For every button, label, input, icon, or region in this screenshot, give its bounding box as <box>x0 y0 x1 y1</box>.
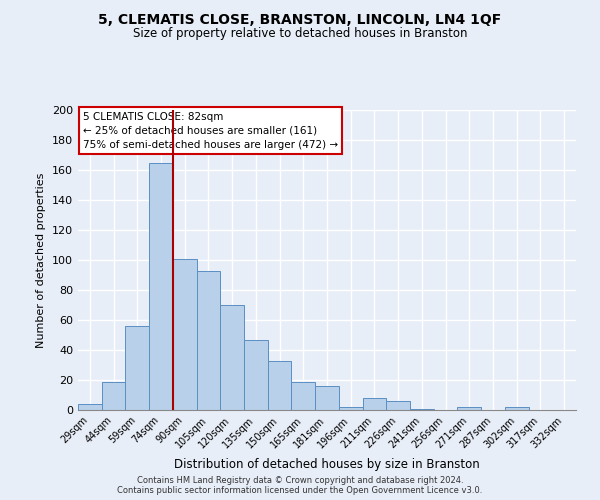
Bar <box>220 305 244 410</box>
Bar <box>125 326 149 410</box>
Bar <box>339 407 362 410</box>
X-axis label: Distribution of detached houses by size in Branston: Distribution of detached houses by size … <box>174 458 480 471</box>
Text: Contains public sector information licensed under the Open Government Licence v3: Contains public sector information licen… <box>118 486 482 495</box>
Bar <box>268 360 292 410</box>
Bar <box>410 408 434 410</box>
Y-axis label: Number of detached properties: Number of detached properties <box>37 172 46 348</box>
Bar <box>102 382 125 410</box>
Bar <box>173 258 197 410</box>
Text: Size of property relative to detached houses in Branston: Size of property relative to detached ho… <box>133 28 467 40</box>
Bar <box>197 270 220 410</box>
Bar <box>78 404 102 410</box>
Bar <box>505 407 529 410</box>
Text: 5 CLEMATIS CLOSE: 82sqm
← 25% of detached houses are smaller (161)
75% of semi-d: 5 CLEMATIS CLOSE: 82sqm ← 25% of detache… <box>83 112 338 150</box>
Bar <box>315 386 339 410</box>
Bar <box>386 401 410 410</box>
Bar <box>362 398 386 410</box>
Bar <box>244 340 268 410</box>
Bar <box>457 407 481 410</box>
Bar <box>149 162 173 410</box>
Text: 5, CLEMATIS CLOSE, BRANSTON, LINCOLN, LN4 1QF: 5, CLEMATIS CLOSE, BRANSTON, LINCOLN, LN… <box>98 12 502 26</box>
Text: Contains HM Land Registry data © Crown copyright and database right 2024.: Contains HM Land Registry data © Crown c… <box>137 476 463 485</box>
Bar <box>292 382 315 410</box>
